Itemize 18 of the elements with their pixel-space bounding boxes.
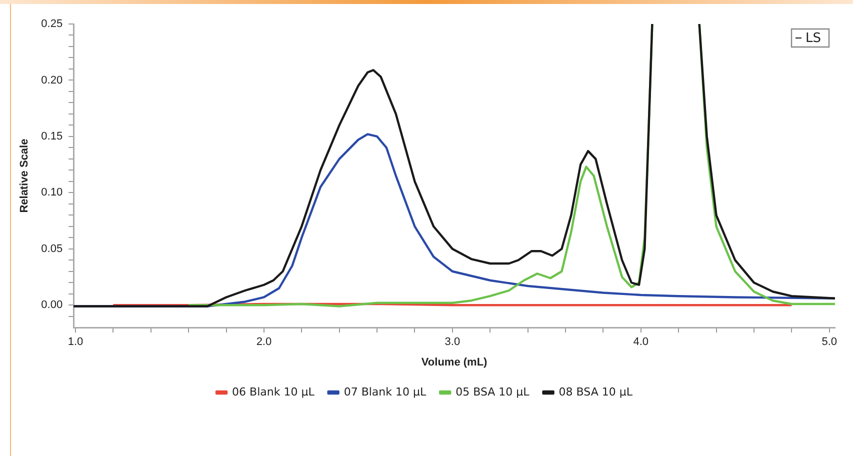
- y-tick-label: 0.20: [41, 74, 63, 86]
- y-tick-label: 0.15: [41, 130, 63, 142]
- x-axis-title: Volume (mL): [421, 356, 488, 368]
- y-tick-label: 0.25: [41, 18, 63, 30]
- x-tick-label: 1.0: [68, 336, 84, 348]
- legend-label: 08 BSA 10 µL: [558, 385, 634, 398]
- y-tick-label: 0.10: [41, 186, 63, 199]
- x-tick-label: 5.0: [822, 336, 837, 348]
- legend-label: 06 Blank 10 µL: [232, 385, 316, 398]
- legend-label: 05 BSA 10 µL: [456, 385, 530, 398]
- y-tick-label: 0.00: [41, 299, 63, 312]
- y-axis-title: Relative Scale: [18, 138, 31, 213]
- annotation: LS: [806, 30, 822, 46]
- x-tick-label: 4.0: [633, 336, 649, 348]
- x-tick-label: 3.0: [444, 336, 460, 348]
- legend-label: 07 Blank 10 µL: [344, 385, 427, 398]
- y-tick-label: 0.05: [41, 242, 63, 255]
- x-tick-label: 2.0: [256, 336, 272, 348]
